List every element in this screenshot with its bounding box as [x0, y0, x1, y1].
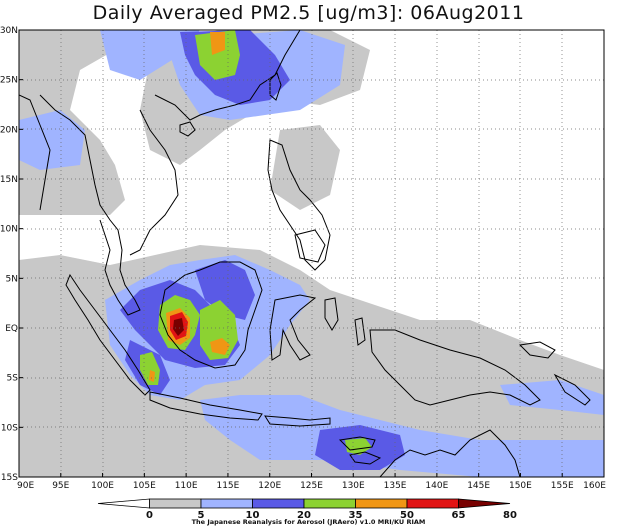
lon-tick-label: 115E: [216, 481, 239, 491]
lon-tick-label: 100E: [91, 481, 114, 491]
coastlines: [19, 30, 591, 477]
colorbar-label: 5: [198, 510, 205, 521]
colorbar-swatch: [303, 498, 356, 509]
pm25-field-80-plus: [173, 318, 184, 336]
lat-tick-label: EQ: [5, 324, 18, 334]
colorbar-label: 50: [400, 510, 414, 521]
colorbar-swatch: [458, 498, 511, 509]
gridlines: [19, 30, 604, 477]
lat-tick-label: 10N: [0, 225, 18, 235]
lat-tick-label: 5N: [6, 274, 18, 284]
lon-tick-label: 90E: [17, 481, 34, 491]
lat-tick-label: 5S: [7, 374, 19, 384]
lon-tick-label: 120E: [258, 481, 281, 491]
colorbar-swatch: [252, 498, 305, 509]
longitude-labels: 90E 95E 100E 105E 110E 115E 120E 125E 130E 135E 14…: [17, 473, 606, 491]
lon-tick-label: 130E: [342, 481, 365, 491]
colorbar-swatch: [200, 498, 253, 509]
lat-tick-label: 30N: [0, 26, 18, 36]
lon-tick-label: 145E: [467, 481, 490, 491]
colorbar-label: 35: [349, 510, 363, 521]
lat-tick-label: 20N: [0, 125, 18, 135]
lon-tick-label: 95E: [52, 481, 69, 491]
colorbar-swatch: [149, 498, 202, 509]
colorbar-swatch: [355, 498, 408, 509]
colorbar-label: 0: [146, 510, 153, 521]
latitude-labels: 30N 25N 20N 15N 10N 5N EQ 5S 10S 15S: [0, 26, 23, 483]
colorbar-label: 65: [452, 510, 466, 521]
colorbar-label: 20: [297, 510, 311, 521]
data-credit: The Japanese Reanalysis for Aerosol (JRA…: [191, 518, 426, 526]
colorbar-swatch: [406, 498, 459, 509]
lon-tick-label: 150E: [509, 481, 532, 491]
lon-tick-label: 110E: [175, 481, 198, 491]
lon-tick-label: 135E: [384, 481, 407, 491]
colorbar-label: 80: [503, 510, 517, 521]
lon-tick-label: 125E: [300, 481, 323, 491]
lat-tick-label: 15N: [0, 175, 18, 185]
lat-tick-label: 15S: [1, 473, 18, 483]
map-title: Daily Averaged PM2.5 [ug/m3]: 06Aug2011: [92, 2, 525, 24]
colorbar-swatch: [97, 498, 150, 509]
lat-tick-label: 10S: [1, 423, 18, 433]
lon-tick-label: 160E: [583, 481, 606, 491]
lon-tick-label: 140E: [425, 481, 448, 491]
lat-tick-label: 25N: [0, 76, 18, 86]
lon-tick-label: 105E: [133, 481, 156, 491]
lon-tick-label: 155E: [551, 481, 574, 491]
colorbar: 0 5 10 20 35 50 65 80: [97, 498, 517, 521]
colorbar-label: 10: [246, 510, 260, 521]
